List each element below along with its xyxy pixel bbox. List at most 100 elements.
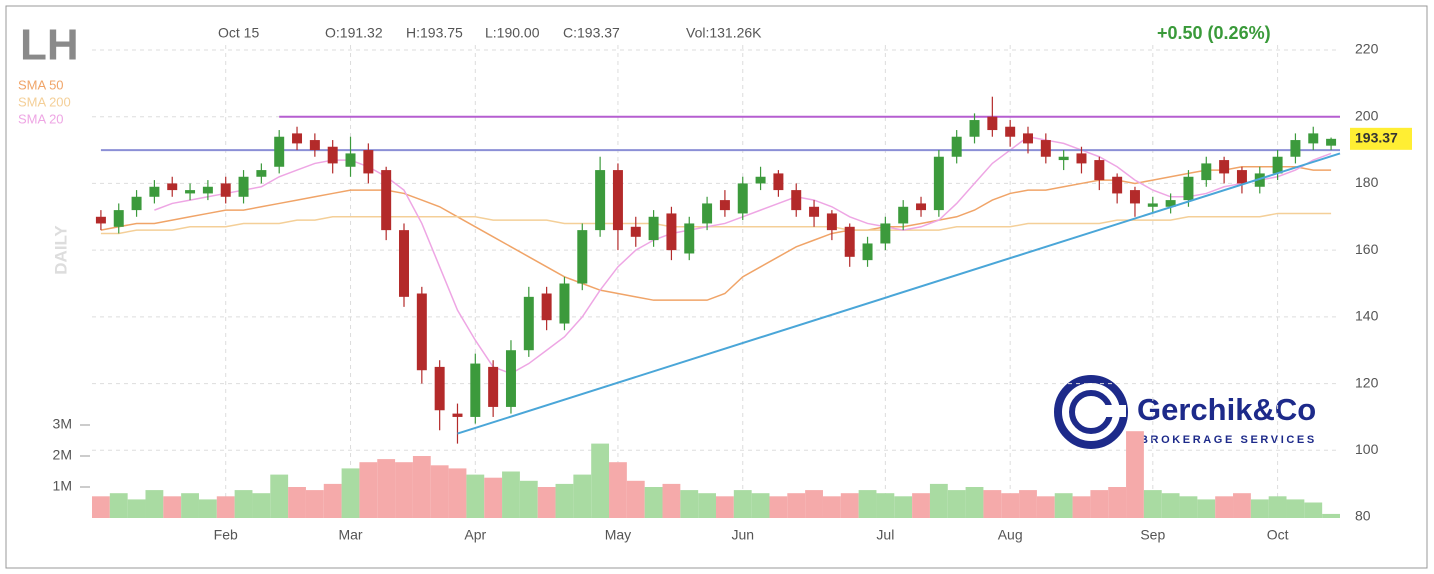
volume-bar xyxy=(341,468,360,518)
volume-bar xyxy=(252,493,271,518)
volume-bar xyxy=(662,483,681,518)
volume-bar xyxy=(484,477,503,518)
info-close: C:193.37 xyxy=(563,25,620,41)
volume-bar xyxy=(1126,431,1144,518)
volume-bar xyxy=(822,496,841,518)
candle-body xyxy=(933,156,944,211)
candle-body xyxy=(1058,156,1069,161)
last-price-label: 193.37 xyxy=(1355,130,1398,146)
volume-bar xyxy=(1233,493,1251,518)
volume-bar xyxy=(1304,502,1323,518)
volume-bar xyxy=(181,493,199,518)
volume-bar xyxy=(840,493,859,518)
candle-body xyxy=(577,230,588,284)
volume-bar xyxy=(805,490,823,518)
info-open: O:191.32 xyxy=(325,25,383,41)
candle-body xyxy=(452,413,463,417)
volume-bar xyxy=(1019,490,1037,518)
volume-bar xyxy=(1197,499,1216,518)
x-tick-label: Mar xyxy=(338,527,362,543)
candle-body xyxy=(1219,160,1230,174)
candle-body xyxy=(327,146,338,164)
volume-bar xyxy=(216,496,235,518)
last-price-box xyxy=(1350,127,1412,150)
y-tick-label: 120 xyxy=(1355,374,1379,390)
volume-bar xyxy=(1322,513,1340,518)
candle-body xyxy=(702,203,713,224)
candle-body xyxy=(1005,126,1016,137)
volume-bar xyxy=(769,496,788,518)
volume-bar xyxy=(1090,490,1109,518)
volume-bar xyxy=(448,468,467,518)
volume-bar xyxy=(555,483,574,518)
candle-body xyxy=(220,183,231,197)
y-tick-label: 180 xyxy=(1355,174,1379,190)
trend-line xyxy=(457,152,1341,435)
volume-bar xyxy=(858,490,877,518)
volume-tick-label: 3M xyxy=(53,416,72,432)
logo: Gerchik&Co BROKERAGE SERVICES xyxy=(1054,375,1317,449)
frame xyxy=(5,5,1428,569)
candle-body xyxy=(185,190,196,194)
volume-bar xyxy=(377,459,396,518)
candle-body xyxy=(1040,140,1051,157)
volume-bar xyxy=(502,471,520,518)
volume-bar xyxy=(1286,499,1305,518)
x-tick-label: Sep xyxy=(1140,527,1165,543)
volume-bar xyxy=(412,456,431,518)
candle-body xyxy=(167,183,178,191)
x-tick-label: May xyxy=(605,527,631,543)
brand-tagline: BROKERAGE SERVICES xyxy=(1140,434,1317,446)
candle-body xyxy=(862,243,873,261)
volume-bar xyxy=(929,483,948,518)
candle-body xyxy=(666,213,677,251)
candle-body xyxy=(363,150,374,174)
candle-body xyxy=(1165,200,1176,207)
legend-entry: SMA 50 xyxy=(18,77,64,92)
candle-body xyxy=(202,186,213,194)
volume-bar xyxy=(894,496,913,518)
volume-bar xyxy=(1001,493,1020,518)
candle-body xyxy=(1112,176,1123,194)
volume-bar xyxy=(198,499,217,518)
candle-body xyxy=(987,116,998,131)
candle-body xyxy=(523,296,534,351)
x-tick-label: Feb xyxy=(214,527,238,543)
volume-bar xyxy=(1161,493,1180,518)
candle-body xyxy=(274,136,285,167)
candle-body xyxy=(1326,138,1337,146)
period-label: DAILY xyxy=(51,225,70,275)
brand-name: Gerchik&Co xyxy=(1137,392,1316,427)
candle-body xyxy=(612,170,623,231)
volume-bar xyxy=(1179,496,1198,518)
volume-bar xyxy=(430,465,449,518)
volume-bar xyxy=(716,496,734,518)
candle-body xyxy=(1290,140,1301,157)
candle-body xyxy=(470,363,481,417)
volume-bar xyxy=(145,490,164,518)
candle-body xyxy=(1254,173,1265,187)
candle-body xyxy=(951,136,962,157)
volume-bar xyxy=(965,487,984,518)
volume-bar xyxy=(163,496,182,518)
sma-line xyxy=(100,212,1332,235)
volume-bar xyxy=(1108,487,1127,518)
info-volume: Vol:131.26K xyxy=(686,25,762,41)
volume-tick-label: 1M xyxy=(53,478,72,494)
volume-bar xyxy=(751,493,770,518)
volume-bar xyxy=(466,474,485,518)
candle-body xyxy=(880,223,891,244)
volume-bar xyxy=(912,493,930,518)
y-tick-label: 80 xyxy=(1355,508,1371,524)
candle-body xyxy=(898,206,909,224)
legend-entry: SMA 200 xyxy=(18,94,71,109)
volume-tick-label: 2M xyxy=(53,447,72,463)
sma-line xyxy=(100,166,1332,301)
candle-body xyxy=(809,206,820,217)
volume-bar xyxy=(1036,496,1055,518)
volume-bar xyxy=(644,487,663,518)
volume-bar xyxy=(983,490,1002,518)
candle-body xyxy=(737,183,748,214)
y-tick-label: 160 xyxy=(1355,241,1379,257)
